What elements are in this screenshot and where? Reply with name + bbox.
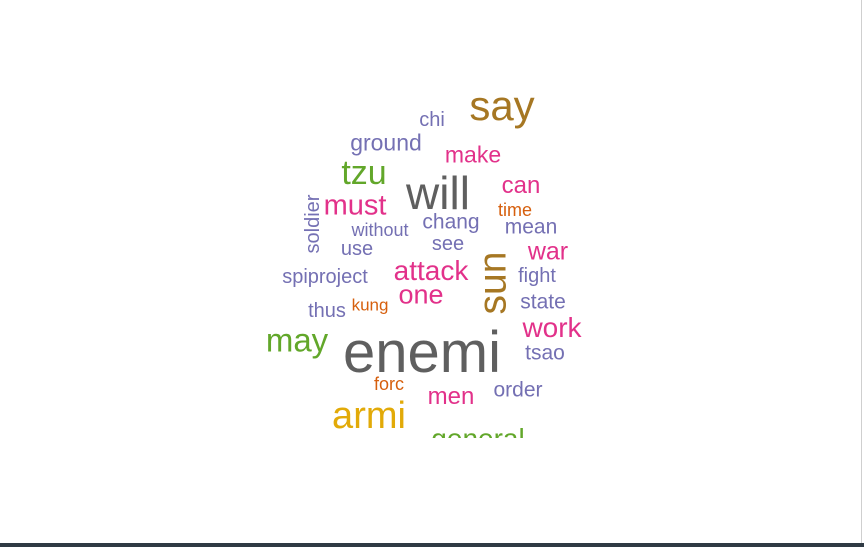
word-fight: fight (518, 265, 556, 287)
window-right-border (861, 0, 862, 547)
word-without: without (351, 220, 409, 240)
word-forc: forc (373, 374, 405, 394)
word-sun: sun (471, 251, 515, 315)
window-bottom-bar (0, 543, 864, 547)
word-cloud: enemi will say sun armi may tzu general … (250, 75, 610, 439)
word-one: one (398, 279, 444, 310)
word-time: time (497, 200, 533, 220)
word-state: state (520, 290, 566, 314)
word-thus: thus (308, 300, 346, 322)
word-see: see (431, 233, 465, 255)
word-use: use (340, 238, 374, 260)
word-mean: mean (504, 215, 558, 239)
word-say: say (469, 82, 535, 129)
word-may: may (265, 321, 329, 359)
word-work: work (522, 312, 582, 343)
word-armi: armi (332, 395, 406, 437)
word-can: can (501, 172, 541, 199)
word-war: war (527, 237, 569, 266)
word-tsao: tsao (525, 341, 565, 365)
word-general: general (431, 425, 524, 439)
word-make: make (444, 141, 502, 168)
word-men: men (427, 383, 475, 410)
word-attack: attack (393, 255, 469, 286)
word-chi: chi (419, 109, 445, 131)
word-chang: chang (422, 210, 480, 234)
word-kung: kung (351, 295, 389, 315)
word-ground: ground (350, 129, 422, 156)
word-spiproject: spiproject (282, 266, 368, 288)
word-tzu: tzu (341, 154, 387, 192)
word-enemi: enemi (343, 320, 501, 385)
word-must: must (323, 189, 387, 222)
word-order: order (493, 378, 543, 402)
word-soldier: soldier (302, 194, 324, 254)
word-will: will (406, 167, 470, 219)
